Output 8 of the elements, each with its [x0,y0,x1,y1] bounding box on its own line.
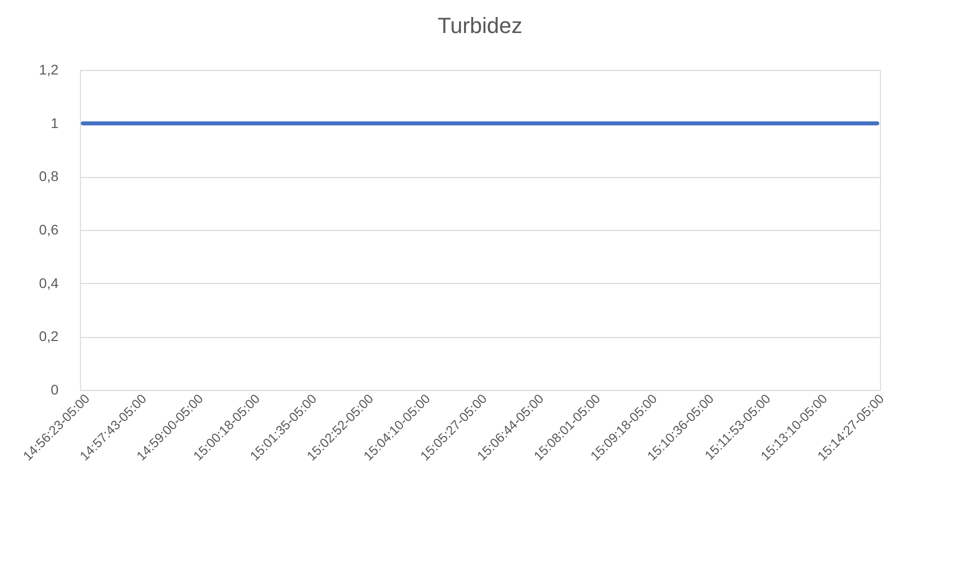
y-tick-label: 0,2 [39,328,59,344]
y-tick-label: 0,6 [39,222,59,238]
y-tick-label: 0,4 [39,274,59,291]
y-tick-label: 1,2 [39,62,59,78]
chart-title: Turbidez [438,13,522,38]
y-tick-label: 0,8 [39,168,59,184]
y-tick-label: 0 [50,382,59,398]
y-tick-label: 1 [50,114,59,131]
